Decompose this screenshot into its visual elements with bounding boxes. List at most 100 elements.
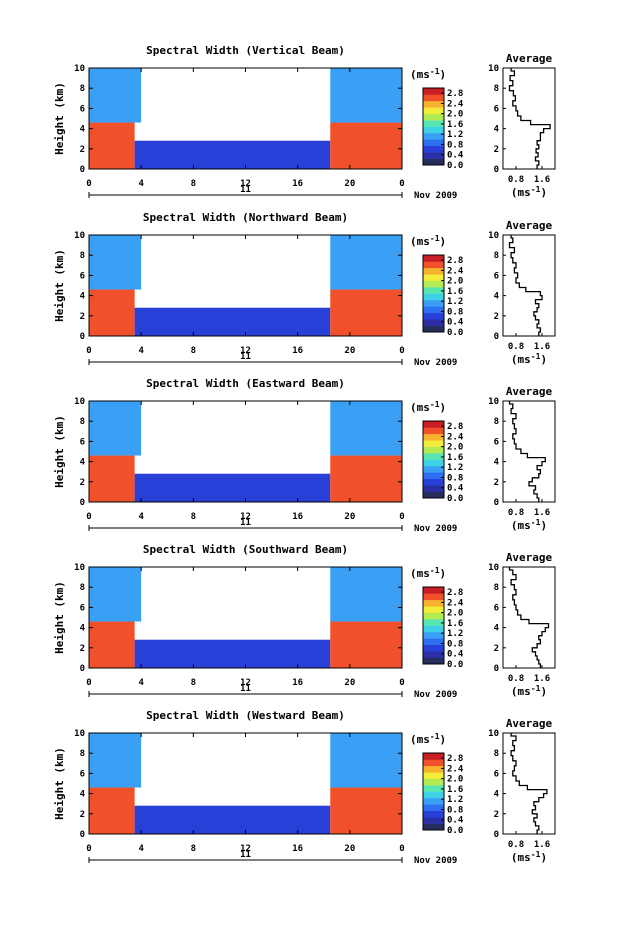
x-tick-label: 16 <box>292 678 303 688</box>
heatmap-region <box>134 639 331 668</box>
colorbar-segment <box>423 453 444 460</box>
panel-1: Spectral Width (Vertical Beam) 0 2 4 6 8 10 Hei… <box>53 44 556 201</box>
colorbar-tick-label: 2.4 <box>447 764 464 774</box>
x-tick-label: 8 <box>191 179 196 189</box>
colorbar-segment <box>423 619 444 626</box>
heatmap-region <box>89 733 142 788</box>
colorbar-segment <box>423 785 444 792</box>
average-y-tick-label: 6 <box>494 271 499 281</box>
colorbar-segment <box>423 440 444 447</box>
average-x-tick-label: 0.8 <box>508 342 524 352</box>
colorbar-segment <box>423 459 444 467</box>
colorbar-tick-label: 2.8 <box>447 588 463 598</box>
colorbar-segment <box>423 267 444 275</box>
average-y-tick-label: 0 <box>494 664 499 674</box>
colorbar-tick-label: 0.4 <box>447 151 464 161</box>
y-tick-label: 0 <box>80 664 85 674</box>
panel-title: Spectral Width (Westward Beam) <box>146 709 345 722</box>
y-tick-label: 6 <box>80 603 85 613</box>
average-frame <box>502 400 556 503</box>
colorbar-frame <box>422 254 445 333</box>
colorbar-unit: (ms-1) <box>410 732 446 746</box>
colorbar-tick-label: 2.0 <box>447 609 463 619</box>
colorbar-segment <box>423 94 444 102</box>
panel-title: Spectral Width (Northward Beam) <box>143 211 348 224</box>
average-profile-line <box>510 733 548 834</box>
y-tick-label: 8 <box>80 583 85 593</box>
y-tick-label: 2 <box>80 478 85 488</box>
y-axis-label: Height (km) <box>53 581 66 654</box>
colorbar-segment <box>423 433 444 441</box>
heatmap-region <box>89 455 135 502</box>
colorbar-segment <box>423 325 444 333</box>
y-axis-label: Height (km) <box>53 747 66 820</box>
x-tick-label: 0 <box>86 346 91 356</box>
average-title: Average <box>506 551 553 564</box>
x-tick-label: 16 <box>292 512 303 522</box>
x-tick-label: 0 <box>86 678 91 688</box>
average-y-tick-label: 0 <box>494 830 499 840</box>
y-tick-label: 0 <box>80 830 85 840</box>
x-tick-label: 12 <box>240 678 251 688</box>
colorbar-tick-label: 0.8 <box>447 473 463 483</box>
colorbar-unit: (ms-1) <box>410 400 446 414</box>
heatmap-region <box>89 567 142 622</box>
heatmap-region <box>330 122 402 169</box>
average-y-tick-label: 8 <box>494 417 499 427</box>
x-tick-label: 8 <box>191 844 196 854</box>
average-frame <box>502 234 556 337</box>
colorbar-segment <box>423 491 444 499</box>
y-tick-label: 2 <box>80 810 85 820</box>
colorbar-tick-label: 1.2 <box>447 130 463 140</box>
colorbar-tick-label: 0.8 <box>447 639 463 649</box>
colorbar-segment <box>423 753 444 760</box>
colorbar-tick-label: 0.0 <box>447 161 463 171</box>
colorbar-segment <box>423 644 444 652</box>
heatmap-region <box>330 621 402 668</box>
x-tick-label: 0 <box>399 512 404 522</box>
average-y-tick-label: 4 <box>494 790 500 800</box>
colorbar-tick-label: 0.4 <box>447 484 464 494</box>
colorbar-unit: (ms-1) <box>410 234 446 248</box>
colorbar-tick-label: 1.2 <box>447 629 463 639</box>
average-xlabel: (ms-1) <box>511 518 547 532</box>
panel-title: Spectral Width (Southward Beam) <box>143 543 348 556</box>
heatmap-region <box>330 235 402 290</box>
colorbar-segment <box>423 446 444 454</box>
colorbar-segment <box>423 797 444 805</box>
average-frame <box>502 566 556 669</box>
y-tick-label: 8 <box>80 251 85 261</box>
colorbar-tick-label: 1.6 <box>447 619 463 629</box>
heatmap-region <box>134 307 331 336</box>
average-x-tick-label: 0.8 <box>508 175 524 185</box>
average-x-tick-label: 1.6 <box>534 674 550 684</box>
heatmap-region <box>330 401 402 456</box>
average-title: Average <box>506 717 553 730</box>
colorbar-tick-label: 0.4 <box>447 650 464 660</box>
average-y-tick-label: 6 <box>494 437 499 447</box>
average-y-tick-label: 8 <box>494 749 499 759</box>
y-tick-label: 10 <box>74 397 85 407</box>
average-y-tick-label: 8 <box>494 84 499 94</box>
panel-2: Spectral Width (Northward Beam) 0 2 4 6 8 10 He… <box>53 211 556 368</box>
y-tick-label: 4 <box>80 125 86 135</box>
date-label: Nov 2009 <box>414 690 457 700</box>
heatmap-region <box>330 455 402 502</box>
average-x-tick-label: 0.8 <box>508 674 524 684</box>
colorbar-tick-label: 2.4 <box>447 266 464 276</box>
y-tick-label: 10 <box>74 64 85 74</box>
y-tick-label: 0 <box>80 498 85 508</box>
heatmap-region <box>134 473 331 502</box>
y-tick-label: 0 <box>80 332 85 342</box>
x-tick-label: 20 <box>344 844 355 854</box>
colorbar-tick-label: 1.2 <box>447 795 463 805</box>
average-y-tick-label: 10 <box>488 729 499 739</box>
colorbar-tick-label: 2.0 <box>447 775 463 785</box>
colorbar-tick-label: 2.0 <box>447 277 463 287</box>
colorbar-segment <box>423 625 444 633</box>
average-xlabel: (ms-1) <box>511 352 547 366</box>
x-tick-label: 12 <box>240 179 251 189</box>
y-tick-label: 8 <box>80 749 85 759</box>
panel-3: Spectral Width (Eastward Beam) 0 2 4 6 8 10 Hei… <box>53 377 556 534</box>
x-tick-label: 8 <box>191 346 196 356</box>
